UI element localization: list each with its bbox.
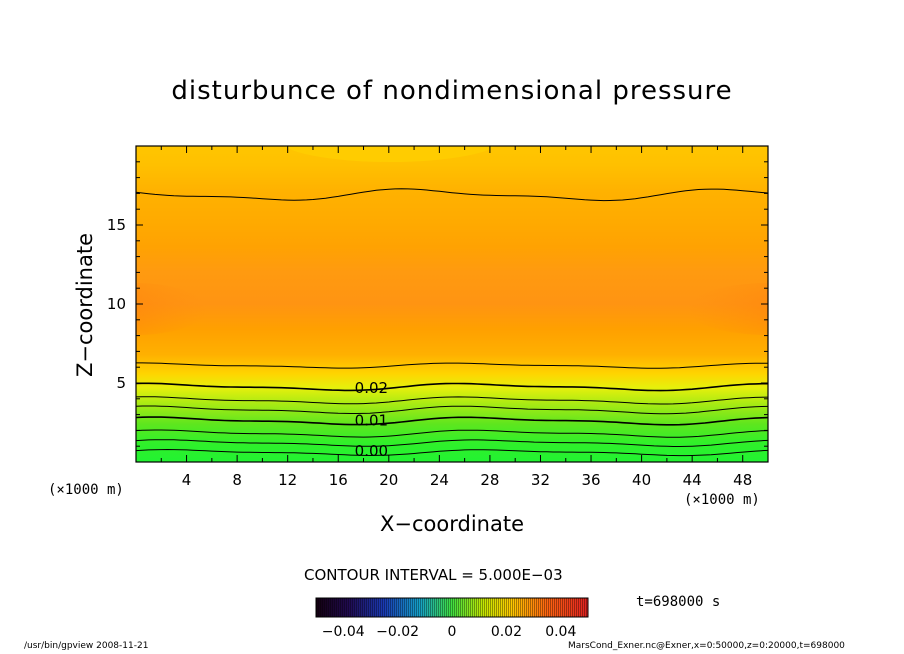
colorbar-frame	[315, 597, 589, 618]
contour-line	[136, 448, 768, 457]
x-tick-label: 24	[430, 471, 449, 489]
x-unit-label-right: (×1000 m)	[684, 492, 760, 508]
axis-ticks	[136, 146, 768, 462]
colorbar-stripes	[316, 598, 588, 617]
contour-line	[136, 382, 768, 392]
colorbar: −0.04 −0.02 0 0.02 0.04	[315, 597, 589, 640]
x-axis-label: X−coordinate	[380, 512, 524, 536]
x-tick-label: 12	[278, 471, 297, 489]
footer-left: /usr/bin/gpview 2008-11-21	[24, 641, 149, 651]
x-tick-label: 40	[632, 471, 651, 489]
y-axis-label: Z−coordinate	[73, 233, 97, 377]
contour-lines	[136, 188, 768, 457]
contour-interval-label: CONTOUR INTERVAL = 5.000E−03	[304, 566, 563, 584]
x-tick-label: 36	[581, 471, 600, 489]
y-tick-label: 10	[107, 295, 126, 313]
colorbar-tick-label: −0.04	[322, 624, 365, 640]
x-tick-label: 8	[232, 471, 242, 489]
x-unit-label-left: (×1000 m)	[48, 482, 124, 498]
pressure-max-right	[688, 283, 768, 335]
x-tick-label: 32	[531, 471, 550, 489]
contour-labels: 0.02 0.01 0.00	[355, 379, 388, 460]
x-tick-label: 28	[480, 471, 499, 489]
pressure-max-left	[136, 283, 206, 335]
contour-line	[136, 396, 768, 405]
contour-line	[136, 405, 768, 415]
contour-line	[136, 429, 768, 438]
contour-label: 0.02	[355, 379, 388, 397]
contour-label: 0.00	[355, 442, 388, 460]
colorbar-tick-label: 0.04	[545, 624, 576, 640]
x-tick-label: 44	[683, 471, 702, 489]
y-tick-label: 5	[116, 374, 126, 392]
colorbar-tick-label: −0.02	[376, 624, 419, 640]
colorbar-tick-label: 0.02	[491, 624, 522, 640]
contour-line	[136, 439, 768, 447]
contour-line	[136, 362, 768, 369]
time-label: t=698000 s	[636, 594, 721, 610]
contour-line	[136, 188, 768, 202]
x-tick-label: 20	[379, 471, 398, 489]
x-tick-label: 16	[329, 471, 348, 489]
colorbar-tick-labels: −0.04 −0.02 0 0.02 0.04	[322, 624, 577, 640]
footer-right: MarsCond_Exner.nc@Exner,x=0:50000,z=0:20…	[568, 641, 845, 651]
pressure-top-yellow	[284, 146, 496, 162]
pressure-field	[136, 146, 768, 462]
colorbar-tick-label: 0	[448, 624, 457, 640]
chart-title: disturbunce of nondimensional pressure	[171, 76, 733, 106]
x-tick-label: 4	[182, 471, 192, 489]
y-tick-label: 15	[107, 216, 126, 234]
plot-area	[136, 146, 768, 462]
contour-label: 0.01	[355, 411, 388, 429]
contour-line	[136, 416, 768, 426]
x-tick-label: 48	[733, 471, 752, 489]
